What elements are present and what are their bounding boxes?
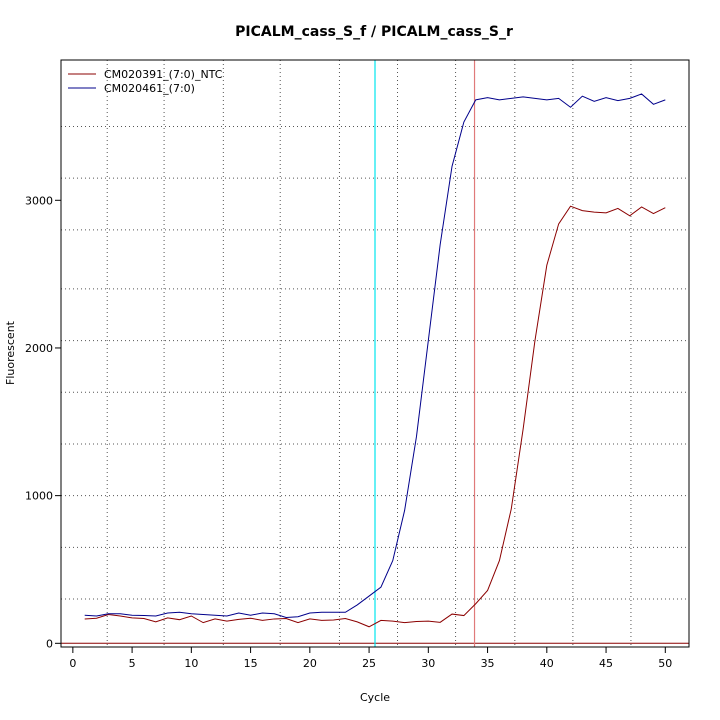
x-axis-label: Cycle (360, 691, 390, 704)
x-tick-label: 10 (184, 657, 198, 670)
x-tick-label: 40 (540, 657, 554, 670)
series-group (84, 93, 666, 628)
x-tick-label: 5 (129, 657, 136, 670)
y-tick-label: 1000 (25, 490, 53, 503)
y-tick-label: 2000 (25, 342, 53, 355)
chart-title: PICALM_cass_S_f / PICALM_cass_S_r (235, 24, 513, 40)
x-tick-label: 0 (69, 657, 76, 670)
series-line (84, 93, 666, 618)
x-tick-label: 30 (421, 657, 435, 670)
y-tick-label: 3000 (25, 194, 53, 207)
y-axis: 0 1000 2000 3000 (25, 194, 62, 650)
y-axis-label: Fluorescent (4, 320, 17, 385)
grid (61, 60, 689, 647)
x-tick-label: 50 (658, 657, 672, 670)
x-tick-label: 20 (303, 657, 317, 670)
legend-label: CM020461_(7:0) (104, 82, 195, 95)
x-tick-label: 15 (244, 657, 258, 670)
marker-lines (61, 60, 689, 647)
x-tick-label: 45 (599, 657, 613, 670)
x-tick-label: 35 (481, 657, 495, 670)
x-tick-label: 25 (362, 657, 376, 670)
legend-label: CM020391_(7:0)_NTC (104, 68, 223, 81)
series-line (84, 205, 666, 628)
y-tick-label: 0 (46, 637, 53, 650)
x-axis: 0 5 10 15 20 25 30 35 40 45 50 (69, 646, 672, 670)
